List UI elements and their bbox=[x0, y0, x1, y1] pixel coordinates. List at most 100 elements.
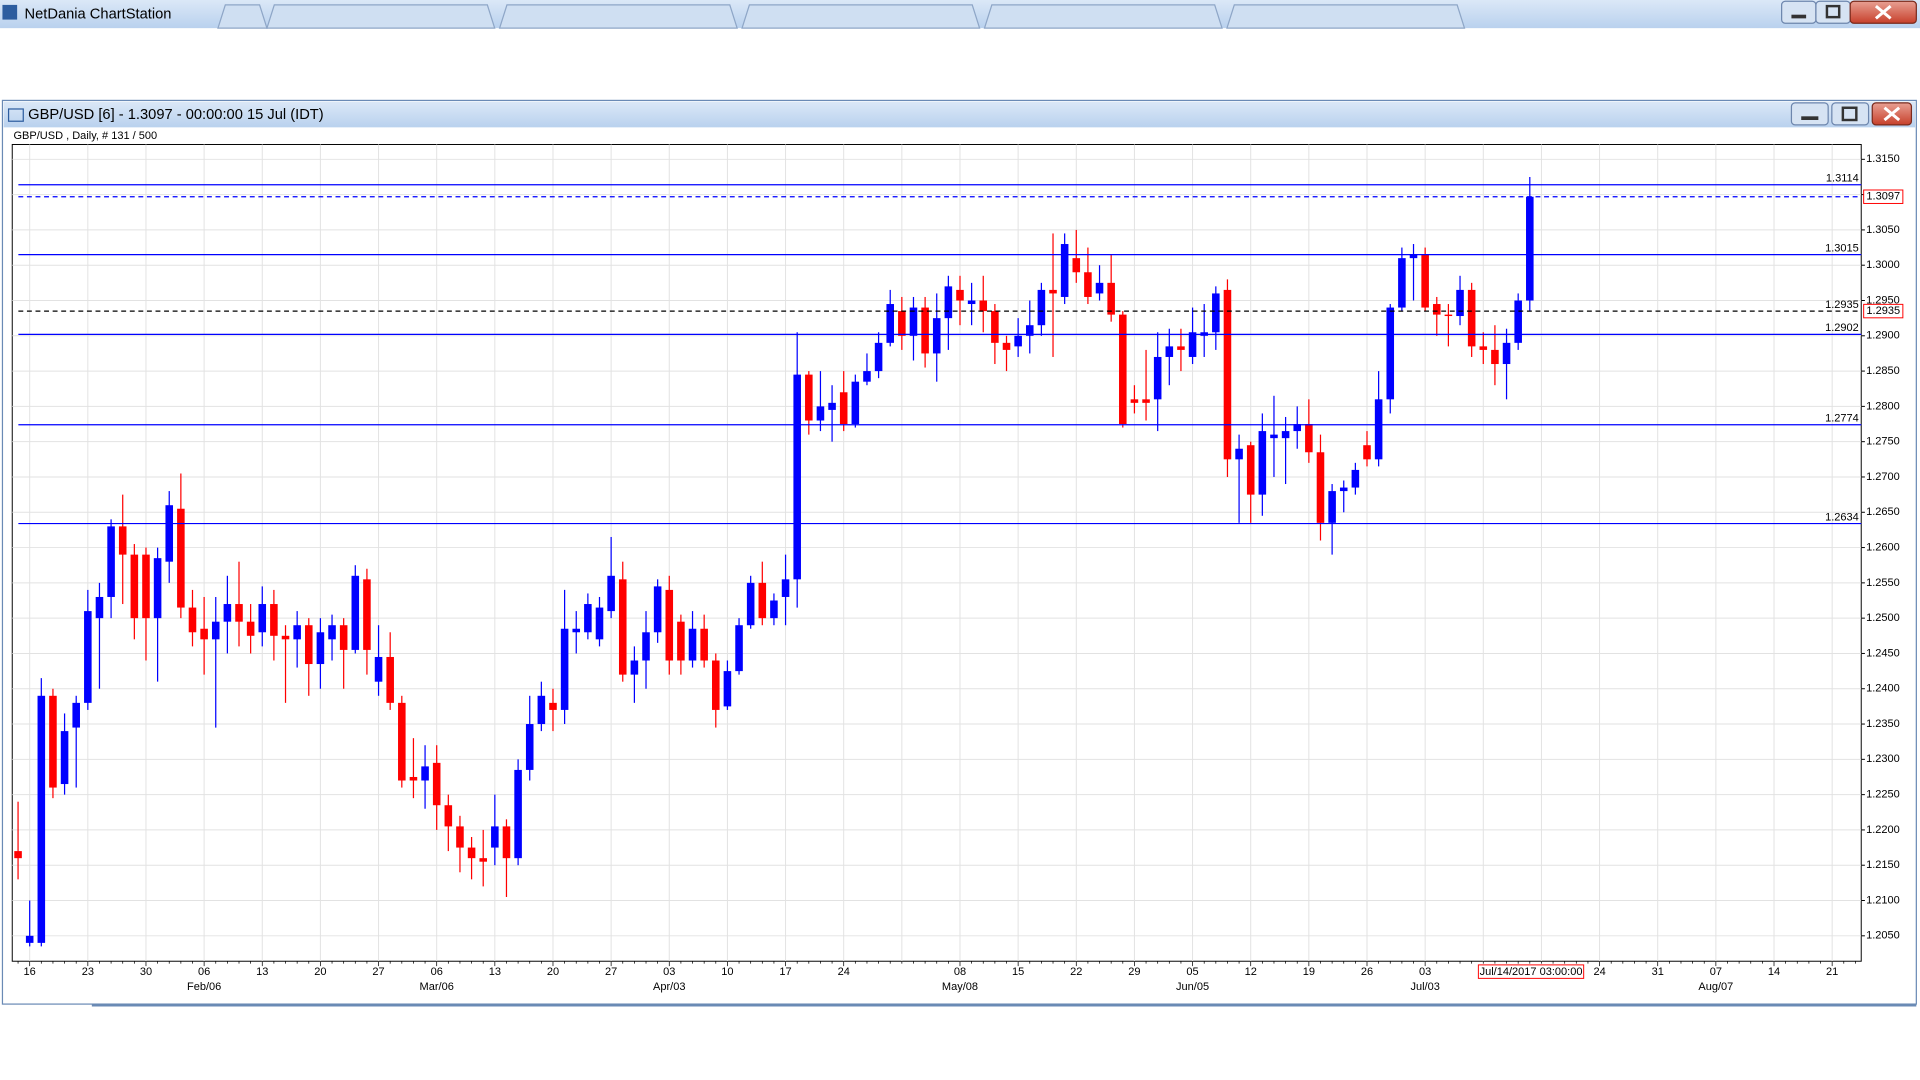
candle-body bbox=[723, 671, 732, 707]
y-tick-label: 1.2050 bbox=[1866, 930, 1900, 942]
candle-body bbox=[1049, 289, 1057, 294]
x-tick-label: 14 bbox=[1768, 966, 1780, 978]
close-icon bbox=[1874, 4, 1892, 20]
x-tick-label: 30 bbox=[140, 966, 152, 978]
candle-body bbox=[305, 625, 313, 665]
candle-body bbox=[1107, 282, 1115, 315]
restore-icon bbox=[1825, 4, 1841, 19]
x-tick-label: 03 bbox=[663, 966, 675, 978]
candle-body bbox=[525, 724, 534, 770]
level-label: 1.3015 bbox=[1825, 242, 1859, 254]
candle-body bbox=[1502, 342, 1511, 365]
x-sublabel: Apr/03 bbox=[653, 981, 685, 993]
candle-body bbox=[967, 300, 976, 305]
candle-body bbox=[491, 826, 499, 848]
candle-body bbox=[712, 660, 720, 710]
tab[interactable] bbox=[217, 4, 268, 29]
candle-body bbox=[1363, 445, 1371, 460]
x-tick-label: 29 bbox=[1128, 966, 1140, 978]
candle-body bbox=[479, 858, 487, 862]
candle-body bbox=[398, 702, 406, 781]
candle-body bbox=[386, 656, 394, 703]
candle-body bbox=[770, 600, 778, 619]
candle-body bbox=[805, 374, 813, 421]
candle-body bbox=[351, 575, 360, 650]
candle-body bbox=[246, 621, 255, 636]
candle-body bbox=[432, 762, 441, 806]
tab[interactable] bbox=[498, 4, 738, 29]
candle-body bbox=[1212, 293, 1220, 333]
candle-body bbox=[363, 579, 371, 650]
minimize-icon bbox=[1791, 14, 1807, 19]
candle-body bbox=[1491, 349, 1499, 365]
plot-area bbox=[11, 144, 1862, 962]
candle-body bbox=[60, 731, 69, 785]
candle-body bbox=[130, 554, 139, 619]
candle-body bbox=[1398, 258, 1406, 308]
tab[interactable] bbox=[266, 4, 496, 29]
x-tick-label: 31 bbox=[1652, 966, 1664, 978]
candle-body bbox=[1432, 304, 1441, 315]
candle-body bbox=[1258, 431, 1267, 495]
y-tick-label: 1.3000 bbox=[1866, 259, 1900, 271]
candle-body bbox=[1037, 289, 1046, 326]
candle-body bbox=[921, 307, 929, 354]
candle-body bbox=[514, 769, 522, 859]
candle-body bbox=[188, 607, 197, 633]
candle-body bbox=[1142, 399, 1150, 403]
tab[interactable] bbox=[1226, 4, 1466, 29]
y-tick-label: 1.2200 bbox=[1866, 824, 1900, 836]
candle-body bbox=[1409, 254, 1418, 259]
candle-body bbox=[444, 805, 453, 827]
candle-body bbox=[781, 579, 790, 597]
candle-body bbox=[839, 392, 848, 425]
candle-body bbox=[409, 776, 418, 781]
app-title: NetDania ChartStation bbox=[24, 7, 171, 23]
minimize-button[interactable] bbox=[1790, 102, 1829, 126]
candle-body bbox=[688, 628, 697, 661]
x-tick-label: 05 bbox=[1186, 966, 1198, 978]
x-tick-label: 10 bbox=[721, 966, 733, 978]
tab[interactable] bbox=[983, 4, 1223, 29]
candle-body bbox=[153, 558, 162, 619]
y-tick-label: 1.2150 bbox=[1866, 859, 1900, 871]
x-sublabel: Feb/06 bbox=[187, 981, 221, 993]
restore-button[interactable] bbox=[1831, 102, 1870, 126]
candle-body bbox=[1374, 399, 1383, 460]
candle-body bbox=[549, 702, 557, 710]
x-tick-label: 03 bbox=[1419, 966, 1431, 978]
x-tick-label: 24 bbox=[838, 966, 850, 978]
candle-body bbox=[107, 526, 115, 597]
y-tick-label: 1.2450 bbox=[1866, 647, 1900, 659]
candle-body bbox=[177, 508, 185, 608]
minimize-button[interactable] bbox=[1781, 0, 1817, 24]
x-tick-label: 21 bbox=[1826, 966, 1838, 978]
candle-body bbox=[607, 575, 615, 612]
candle-body bbox=[932, 318, 941, 354]
tab[interactable] bbox=[741, 4, 981, 29]
candle-body bbox=[1479, 346, 1488, 350]
restore-button[interactable] bbox=[1815, 0, 1851, 24]
candle-body bbox=[293, 625, 301, 640]
x-tick-label: 13 bbox=[256, 966, 268, 978]
candle-body bbox=[374, 656, 383, 682]
candle-body bbox=[560, 628, 569, 710]
candle-body bbox=[1072, 258, 1081, 273]
candle-body bbox=[49, 695, 57, 788]
level-label: 1.2935 bbox=[1825, 299, 1859, 311]
candle-body bbox=[735, 625, 743, 672]
y-tick-label: 1.3050 bbox=[1866, 224, 1900, 236]
candle-body bbox=[1130, 399, 1139, 403]
candle-body bbox=[1095, 282, 1104, 294]
candle-body bbox=[828, 402, 836, 410]
y-tick-label: 1.3150 bbox=[1866, 153, 1900, 165]
x-tick-label: 19 bbox=[1303, 966, 1315, 978]
level-axis-label: 1.2935 bbox=[1866, 305, 1900, 317]
cursor-label: Jul/14/2017 03:00:00 bbox=[1480, 966, 1583, 978]
y-tick-label: 1.2550 bbox=[1866, 577, 1900, 589]
x-tick-label: 20 bbox=[314, 966, 326, 978]
x-tick-label: 08 bbox=[954, 966, 966, 978]
candle-body bbox=[851, 381, 860, 425]
